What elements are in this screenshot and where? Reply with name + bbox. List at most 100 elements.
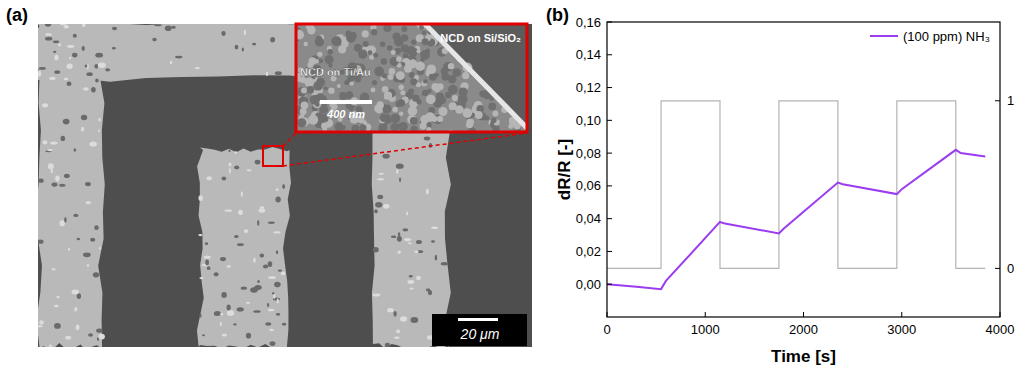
texture [237, 243, 244, 246]
texture [260, 253, 264, 257]
texture [87, 264, 89, 267]
grain [309, 57, 317, 65]
grain [362, 30, 369, 37]
texture [270, 37, 275, 42]
gas-pulse-line [607, 101, 985, 269]
inset-bg [296, 24, 527, 132]
texture [426, 188, 429, 194]
grain [327, 49, 333, 55]
legend-label: (100 ppm) NH₃ [903, 29, 990, 44]
texture [198, 234, 202, 236]
texture [38, 71, 41, 77]
sem-panel: (a)NCD on Si/SiO₂NCD on Ti/Au400 nm20 μm [6, 5, 532, 351]
grain [396, 71, 405, 80]
texture [244, 30, 246, 36]
response-line [607, 150, 985, 289]
texture [98, 118, 101, 121]
texture [435, 255, 438, 261]
texture [233, 323, 237, 325]
texture [228, 150, 230, 153]
texture [253, 310, 261, 313]
texture [38, 325, 43, 327]
texture [394, 336, 400, 339]
texture [424, 136, 431, 140]
texture [95, 53, 103, 58]
texture [221, 292, 227, 298]
texture [431, 226, 438, 229]
x-tick-label: 3000 [887, 322, 916, 337]
texture [402, 228, 408, 231]
y2-tick-label: 1 [1007, 93, 1014, 108]
grain [431, 83, 439, 91]
texture [414, 250, 418, 253]
texture [83, 87, 89, 91]
texture [220, 313, 223, 316]
texture [94, 225, 99, 230]
grain [382, 86, 389, 93]
grain [419, 25, 424, 30]
texture [275, 197, 280, 203]
texture [58, 43, 61, 46]
y-tick-label: 0,10 [576, 113, 601, 128]
grain [383, 105, 392, 114]
grain [427, 89, 432, 94]
grain [439, 107, 448, 116]
grain [462, 108, 472, 118]
grain [448, 75, 457, 84]
grain [324, 86, 328, 90]
texture [246, 302, 251, 304]
grain [408, 47, 417, 56]
grain [315, 102, 319, 106]
grain [392, 33, 400, 41]
texture [202, 334, 205, 336]
texture [175, 56, 182, 59]
texture [375, 202, 382, 208]
grain [396, 56, 402, 62]
y-tick-label: 0,00 [576, 277, 601, 292]
grain [423, 79, 427, 83]
texture [68, 248, 70, 251]
grain [395, 101, 401, 107]
texture [56, 296, 59, 299]
y-tick [607, 185, 612, 186]
texture [112, 47, 116, 49]
texture [272, 292, 275, 294]
scale-bar [458, 318, 498, 321]
texture [226, 305, 230, 311]
grain [401, 26, 407, 32]
texture [51, 168, 53, 173]
texture [241, 287, 247, 290]
texture [244, 229, 249, 233]
grain [387, 45, 393, 51]
x-tick [607, 312, 608, 317]
texture [76, 324, 80, 330]
inset-image [296, 24, 527, 132]
grain [399, 111, 403, 115]
y-tick-label: 0,08 [576, 146, 601, 161]
grain [391, 50, 396, 55]
texture [229, 162, 232, 166]
texture [69, 57, 71, 60]
texture [234, 151, 237, 154]
texture [54, 305, 59, 308]
grain [409, 72, 415, 78]
plot-area [607, 101, 985, 289]
grain [390, 113, 400, 123]
texture [45, 33, 52, 35]
legend-swatch [870, 35, 898, 37]
texture [96, 329, 102, 333]
grain [408, 106, 417, 115]
grain [368, 50, 373, 55]
texture [220, 322, 222, 327]
texture [64, 217, 66, 223]
texture [268, 309, 275, 311]
texture [222, 177, 227, 181]
texture [49, 77, 56, 80]
grain [389, 68, 396, 75]
texture [74, 307, 77, 311]
y-tick [607, 251, 612, 252]
grain [301, 102, 309, 110]
legend: (100 ppm) NH₃ [870, 29, 990, 44]
panel-label: (b) [546, 5, 569, 25]
texture [48, 163, 54, 169]
